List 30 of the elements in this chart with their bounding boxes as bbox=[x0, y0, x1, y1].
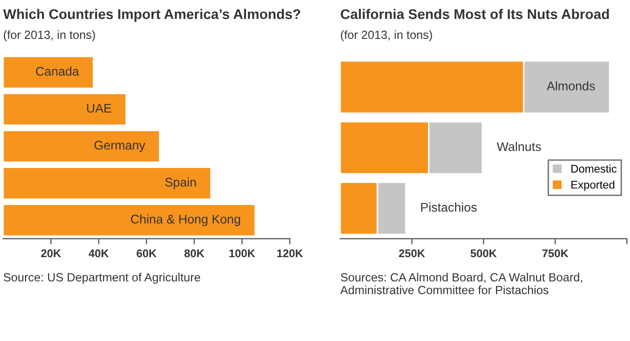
x-tick-label: 60K bbox=[136, 249, 157, 258]
chart-subtitle: (for 2013, in tons) bbox=[4, 30, 95, 42]
bar bbox=[3, 92, 127, 126]
source-note: Sources: CA Almond Board, CA Walnut Board, Administrative Committee for Pistachios bbox=[340, 272, 582, 294]
y-tick-label: Almonds bbox=[546, 81, 595, 90]
legend-label: Domestic bbox=[571, 164, 617, 173]
y-tick-label: UAE bbox=[87, 104, 112, 113]
bar bbox=[3, 130, 160, 163]
x-tick-label: 100K bbox=[229, 249, 256, 258]
chart-title: Which Countries Import America’s Almonds? bbox=[3, 8, 300, 22]
chart-subtitle: (for 2013, in tons) bbox=[340, 30, 432, 42]
y-tick-label: Spain bbox=[165, 177, 196, 190]
x-tick-label: 20K bbox=[41, 249, 62, 258]
bar bbox=[3, 56, 94, 89]
y-tick-label: Pistachios bbox=[421, 202, 477, 212]
y-tick-label: China & Hong Kong bbox=[130, 214, 240, 226]
x-tick-label: 120K bbox=[277, 249, 303, 258]
y-tick-label: Walnuts bbox=[496, 142, 541, 152]
x-tick-label: 80K bbox=[184, 249, 204, 258]
x-tick-label: 40K bbox=[88, 249, 109, 258]
legend-label: Exported bbox=[571, 180, 614, 191]
y-tick-label: Germany bbox=[94, 140, 146, 152]
source-note: Source: US Department of Agriculture bbox=[4, 272, 200, 284]
chart-title: California Sends Most of Its Nuts Abroad bbox=[340, 8, 609, 20]
bar bbox=[3, 204, 256, 237]
x-tick-label: 750K bbox=[542, 249, 568, 258]
bar bbox=[3, 166, 212, 200]
x-tick-label: 250K bbox=[398, 249, 426, 258]
x-tick-label: 500K bbox=[470, 249, 497, 258]
y-tick-label: Canada bbox=[36, 66, 80, 76]
